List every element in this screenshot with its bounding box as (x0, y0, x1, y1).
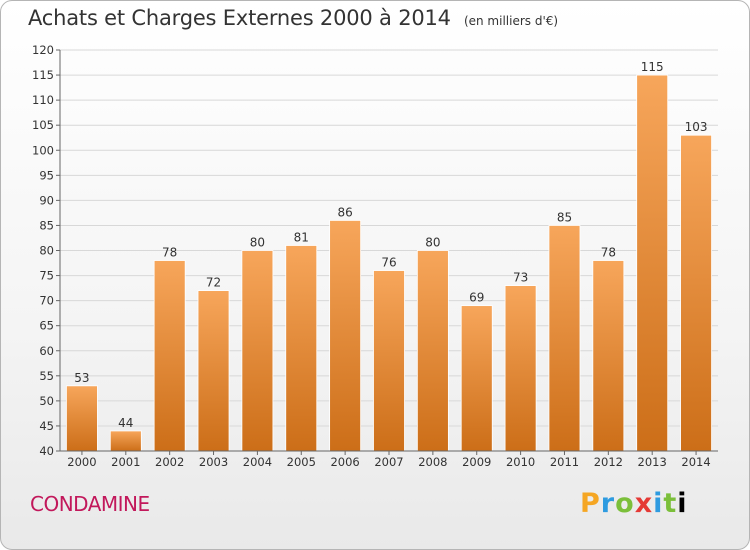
value-label-2014: 103 (685, 120, 708, 134)
y-tick-label: 60 (39, 344, 54, 358)
value-label-2011: 85 (557, 210, 572, 224)
x-tick-label-2010: 2010 (506, 455, 535, 469)
bars (66, 74, 712, 452)
value-label-2002: 78 (162, 246, 177, 260)
data-labels: 53 44 78 72 80 81 86 76 80 69 73 85 78 115 103 (74, 60, 707, 430)
bar-2009 (460, 305, 493, 452)
bar-2010 (504, 285, 537, 452)
value-label-2012: 78 (601, 246, 616, 260)
y-tick-label: 75 (39, 269, 54, 283)
x-tick-label-2008: 2008 (418, 455, 447, 469)
bar-2006 (329, 220, 362, 452)
y-tick-label: 105 (32, 118, 54, 132)
y-tick-label: 45 (39, 419, 54, 433)
y-tick-label: 110 (32, 93, 54, 107)
value-label-2001: 44 (118, 416, 133, 430)
value-label-2000: 53 (74, 371, 89, 385)
bar-2007 (373, 270, 405, 452)
proxiti-logo: Proxiti (580, 488, 688, 519)
value-label-2006: 86 (337, 205, 352, 219)
x-tick-label-2007: 2007 (374, 455, 403, 469)
chart-subtitle: (en milliers d'€) (463, 14, 559, 28)
bar-2008 (416, 250, 449, 452)
x-tick-label-2005: 2005 (287, 455, 316, 469)
bar-2005 (285, 245, 318, 452)
bar-2012 (592, 260, 625, 452)
y-tick-label: 55 (39, 369, 54, 383)
value-label-2013: 115 (641, 60, 664, 74)
value-label-2010: 73 (513, 271, 528, 285)
bar-2013 (636, 74, 669, 452)
bar-2004 (241, 250, 274, 452)
y-tick-label: 40 (39, 444, 54, 458)
y-tick-label: 115 (32, 68, 54, 82)
bar-2000 (66, 385, 98, 452)
x-tick-label-2013: 2013 (638, 455, 667, 469)
value-label-2007: 76 (381, 256, 396, 270)
y-tick-label: 80 (39, 244, 54, 258)
value-label-2003: 72 (206, 276, 221, 290)
commune-name: CONDAMINE (30, 492, 150, 516)
value-label-2008: 80 (425, 236, 440, 250)
value-label-2009: 69 (469, 291, 484, 305)
y-tick-label: 90 (39, 193, 54, 207)
y-tick-label: 50 (39, 394, 54, 408)
x-tick-label-2006: 2006 (330, 455, 359, 469)
bar-2014 (680, 134, 712, 452)
x-tick-label-2014: 2014 (681, 455, 710, 469)
y-tick-label: 100 (32, 143, 54, 157)
y-tick-label: 95 (39, 168, 54, 182)
x-tick-label-2001: 2001 (111, 455, 140, 469)
x-tick-label-2000: 2000 (67, 455, 96, 469)
chart-title: Achats et Charges Externes 2000 à 2014 (28, 6, 451, 30)
bar-2002 (153, 260, 186, 452)
bar-2001 (109, 430, 142, 452)
y-tick-label: 70 (39, 294, 54, 308)
bar-2003 (197, 290, 230, 452)
x-tick-label-2004: 2004 (243, 455, 272, 469)
value-label-2005: 81 (294, 230, 309, 244)
y-tick-label: 65 (39, 319, 54, 333)
y-tick-label: 85 (39, 218, 54, 232)
bar-2011 (548, 225, 581, 452)
x-tick-label-2009: 2009 (462, 455, 491, 469)
x-tick-label-2012: 2012 (594, 455, 623, 469)
y-tick-label: 120 (32, 43, 54, 57)
axes: 40 45 50 55 60 65 70 75 80 85 90 95 100 105 110 115 120 2… (32, 43, 718, 469)
value-label-2004: 80 (250, 236, 265, 250)
title-row: Achats et Charges Externes 2000 à 2014 (… (28, 6, 558, 30)
x-tick-label-2003: 2003 (199, 455, 228, 469)
x-tick-label-2002: 2002 (155, 455, 184, 469)
x-tick-label-2011: 2011 (550, 455, 579, 469)
